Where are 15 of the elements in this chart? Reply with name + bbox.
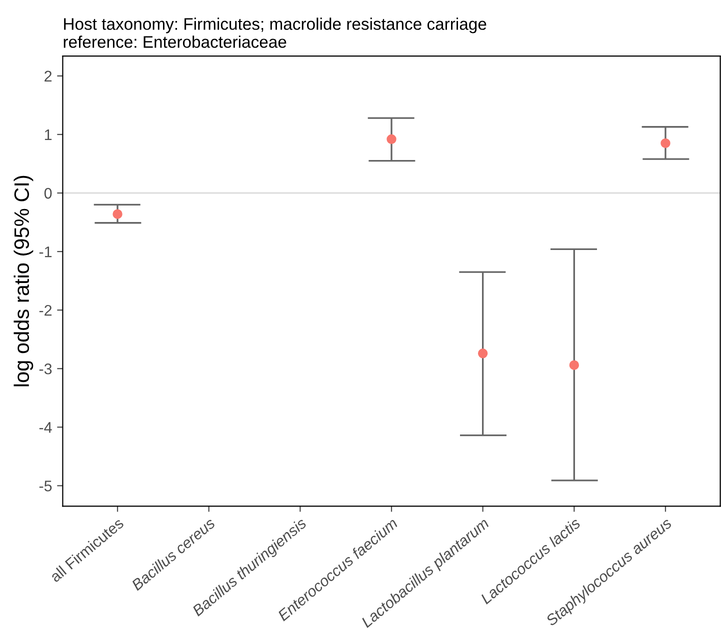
- y-tick-label: -4: [39, 422, 52, 433]
- y-tick-label: -1: [39, 246, 52, 258]
- y-tick-label: -2: [39, 304, 52, 316]
- chart-title: Host taxonomy: Firmicutes; macrolide resistance carriage reference: Enterobacteriaceae: [64, 18, 486, 48]
- y-tick-label: -3: [39, 363, 52, 374]
- point: [112, 209, 122, 219]
- y-tick-label: 2: [44, 70, 52, 82]
- point: [660, 138, 670, 148]
- point: [386, 134, 396, 144]
- y-axis-title: log odds ratio (95% CI): [14, 176, 34, 386]
- y-tick-label: 1: [44, 129, 52, 140]
- point: [569, 360, 580, 370]
- y-tick-label: -5: [39, 480, 52, 492]
- point: [478, 348, 488, 358]
- y-tick-label: 0: [44, 188, 52, 199]
